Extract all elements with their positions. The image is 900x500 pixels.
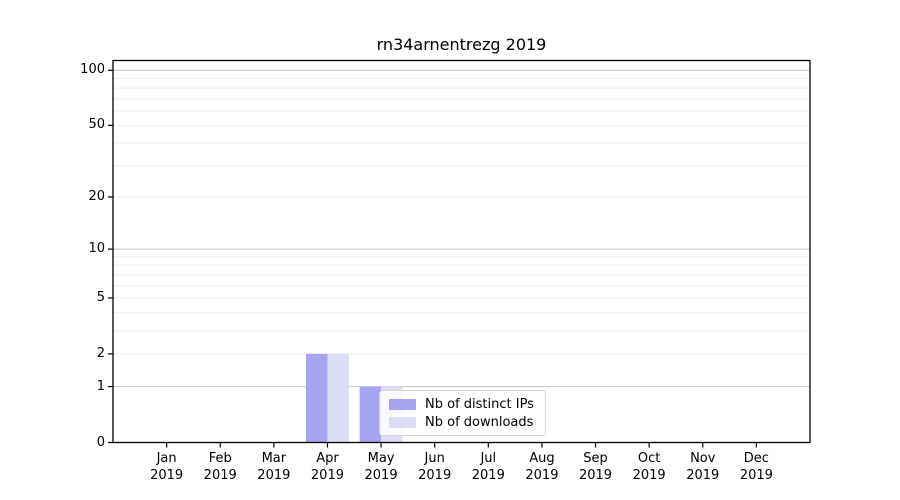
x-tick-label-jan: Jan 2019 [150,451,184,483]
legend: Nb of distinct IPs Nb of downloads [379,390,546,436]
y-tick-label-1: 1 [96,378,105,394]
y-tick-label-10: 10 [88,241,105,257]
legend-item-downloads: Nb of downloads [389,415,536,430]
x-tick-label-oct: Oct 2019 [632,451,666,483]
y-tick-label-5: 5 [96,289,105,305]
y-tick-label-0: 0 [96,434,105,450]
legend-label-downloads: Nb of downloads [425,414,534,430]
legend-item-distinct-ips: Nb of distinct IPs [389,397,536,412]
x-tick-label-apr: Apr 2019 [310,451,344,483]
x-tick-label-jun: Jun 2019 [418,451,452,483]
x-tick-label-sep: Sep 2019 [578,451,613,483]
y-tick-label-20: 20 [88,188,105,204]
legend-swatch-downloads [389,416,416,428]
bar-nb-of-downloads-apr [327,353,349,443]
y-tick-label-50: 50 [88,117,105,133]
y-tick-label-100: 100 [80,62,105,78]
x-tick-label-feb: Feb 2019 [203,451,237,483]
x-tick-label-mar: Mar 2019 [257,451,291,483]
bar-nb-of-distinct-ips-may [359,386,382,443]
plot-frame [112,59,811,444]
x-tick-label-nov: Nov 2019 [686,451,720,483]
legend-label-distinct-ips: Nb of distinct IPs [425,396,534,412]
bar-nb-of-distinct-ips-apr [306,353,328,443]
x-tick-label-jul: Jul 2019 [471,451,505,483]
x-tick-label-aug: Aug 2019 [525,451,559,483]
chart-title: rn34arnentrezg 2019 [376,35,547,54]
x-tick-label-dec: Dec 2019 [739,451,773,483]
y-tick-label-2: 2 [96,345,105,361]
x-tick-label-may: May 2019 [364,451,398,483]
legend-swatch-distinct-ips [389,398,416,410]
